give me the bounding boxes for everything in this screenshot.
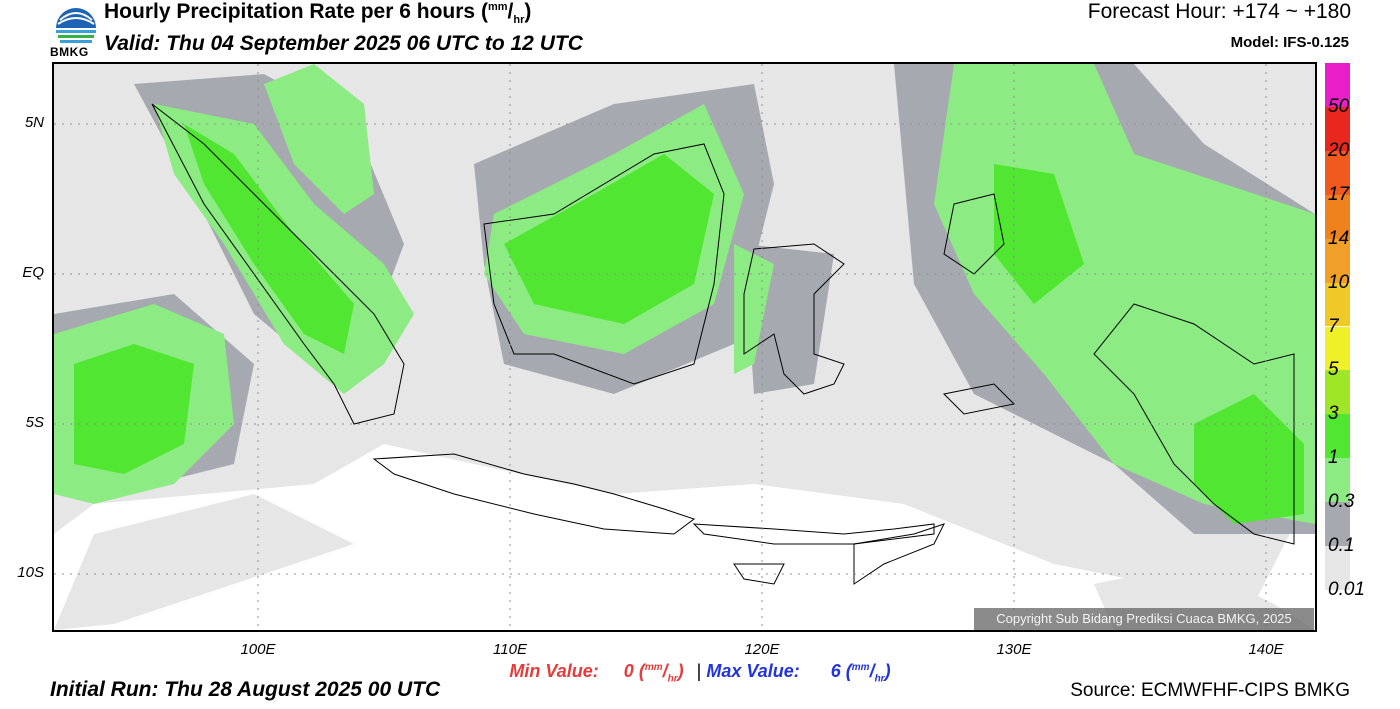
max-value: 6 bbox=[830, 661, 841, 681]
y-label-eq: EQ bbox=[22, 264, 44, 281]
map-canvas bbox=[54, 64, 1315, 630]
precipitation-map bbox=[52, 62, 1317, 632]
legend-label: 14 bbox=[1328, 227, 1350, 249]
x-label-110e: 110E bbox=[493, 641, 527, 658]
max-label: Max Value: bbox=[706, 661, 800, 681]
legend-label: 1 bbox=[1328, 447, 1339, 469]
legend-swatch bbox=[1325, 150, 1350, 195]
legend-colorbar bbox=[1325, 63, 1350, 590]
x-label-120e: 120E bbox=[744, 641, 780, 658]
model-name: Model: IFS-0.125 bbox=[1230, 34, 1349, 51]
title-text: Hourly Precipitation Rate per 6 hours bbox=[104, 0, 476, 23]
legend-label: 7 bbox=[1328, 315, 1339, 337]
y-label-5n: 5N bbox=[24, 114, 44, 131]
chart-title: Hourly Precipitation Rate per 6 hours (m… bbox=[104, 0, 531, 26]
bmkg-logo bbox=[52, 0, 100, 62]
legend-swatch bbox=[1325, 326, 1350, 371]
legend-label: 5 bbox=[1328, 359, 1339, 381]
legend-swatch bbox=[1325, 546, 1350, 590]
legend-swatch bbox=[1325, 282, 1350, 327]
forecast-hour: Forecast Hour: +174 ~ +180 bbox=[1087, 0, 1351, 23]
title-unit: (mm/hr) bbox=[480, 0, 532, 27]
legend-label: 50 bbox=[1328, 95, 1350, 117]
legend-label: 0.3 bbox=[1328, 491, 1355, 513]
min-max-values: Min Value: 0 (mm/hr) | Max Value: 6 (mm/… bbox=[0, 661, 1400, 685]
precip-green bbox=[74, 124, 1304, 524]
legend-swatch bbox=[1325, 63, 1350, 107]
min-value: 0 bbox=[623, 661, 634, 681]
legend-label: 20 bbox=[1328, 139, 1350, 161]
x-label-100e: 100E bbox=[240, 641, 276, 658]
initial-run: Initial Run: Thu 28 August 2025 00 UTC bbox=[50, 678, 441, 701]
max-unit: (mm/hr) bbox=[845, 661, 891, 685]
min-label: Min Value: bbox=[509, 661, 599, 681]
legend-label: 0.01 bbox=[1328, 579, 1365, 600]
value-separator: | bbox=[696, 661, 702, 681]
legend-label: 3 bbox=[1328, 403, 1339, 425]
legend-swatch bbox=[1325, 502, 1350, 547]
legend-swatch bbox=[1325, 194, 1350, 239]
copyright-notice: Copyright Sub Bidang Prediksi Cuaca BMKG… bbox=[974, 608, 1314, 630]
min-unit: (mm/hr) bbox=[638, 661, 684, 685]
legend-swatch bbox=[1325, 458, 1350, 503]
x-label-140e: 140E bbox=[1248, 641, 1284, 658]
legend-label: 0.1 bbox=[1328, 535, 1355, 557]
legend-label: 10 bbox=[1328, 271, 1350, 293]
logo-text: BMKG bbox=[50, 45, 89, 59]
valid-time: Valid: Thu 04 September 2025 06 UTC to 1… bbox=[104, 32, 583, 55]
y-label-10s: 10S bbox=[17, 564, 44, 581]
data-source: Source: ECMWFHF-CIPS BMKG bbox=[1070, 680, 1350, 701]
legend-swatch bbox=[1325, 414, 1350, 459]
y-label-5s: 5S bbox=[25, 414, 44, 431]
legend-swatch bbox=[1325, 238, 1350, 283]
legend-swatch bbox=[1325, 106, 1350, 151]
legend-swatch bbox=[1325, 370, 1350, 415]
x-label-130e: 130E bbox=[996, 641, 1032, 658]
legend-label: 17 bbox=[1328, 183, 1350, 205]
